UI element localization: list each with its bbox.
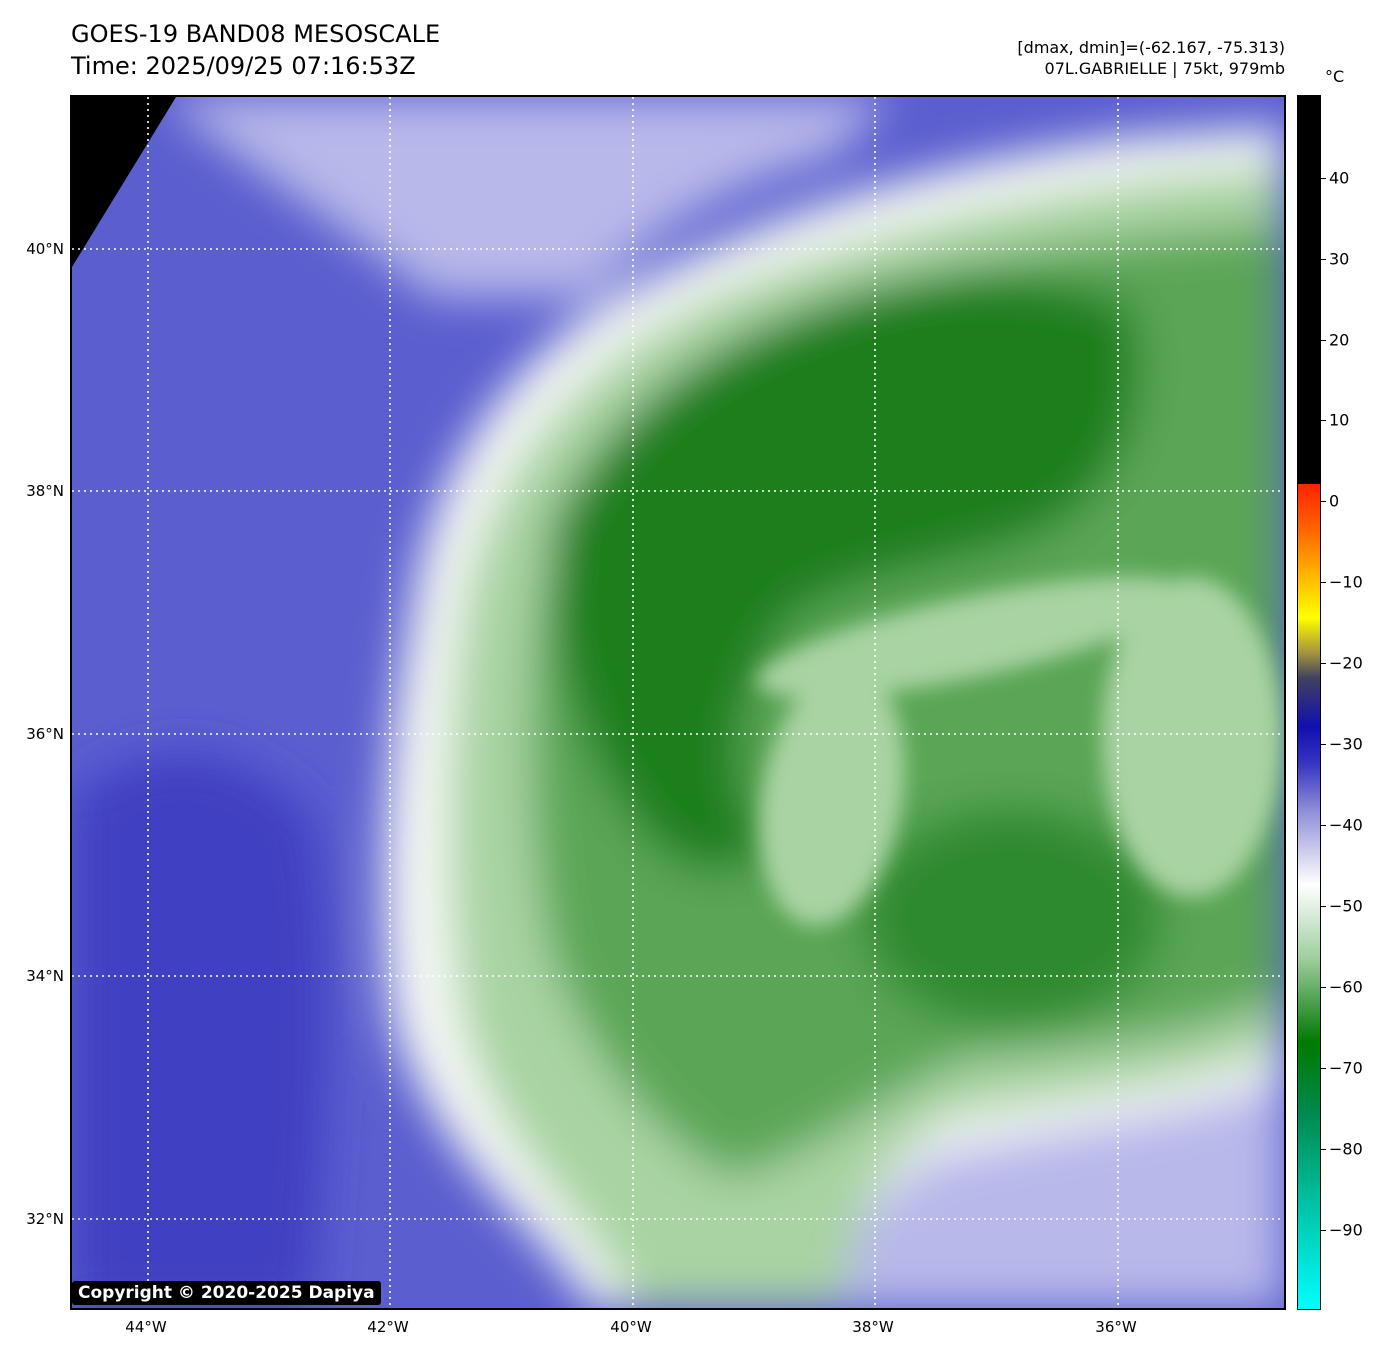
colorbar-tick-mark: [1321, 420, 1326, 421]
colorbar-tick-mark: [1321, 906, 1326, 907]
eastern-convective-core: [862, 807, 1162, 1027]
lon-label-42w: 42°W: [367, 1318, 409, 1336]
colorbar-tick-label: 0: [1329, 491, 1340, 511]
colorbar-tick-mark: [1321, 340, 1326, 341]
lon-label-44w: 44°W: [125, 1318, 167, 1336]
colorbar-tick-label: −10: [1329, 572, 1363, 592]
colorbar-tick-mark: [1321, 744, 1326, 745]
cirrus-streak: [1102, 577, 1282, 897]
colorbar-tick-label: −90: [1329, 1220, 1363, 1240]
cirrus-streak: [756, 576, 1188, 698]
colorbar-tick-label: −70: [1329, 1058, 1363, 1078]
colorbar-tick-mark: [1321, 825, 1326, 826]
lon-label-40w: 40°W: [610, 1318, 652, 1336]
satellite-image: [70, 95, 1286, 1310]
colorbar-tick-label: −50: [1329, 896, 1363, 916]
lat-label-38n: 38°N: [26, 482, 64, 500]
colorbar-tick-label: 30: [1329, 249, 1350, 269]
colorbar-tick-mark: [1321, 259, 1326, 260]
colorbar-tick-label: 10: [1329, 410, 1350, 430]
lat-label-40n: 40°N: [26, 240, 64, 258]
colorbar-tick-mark: [1321, 987, 1326, 988]
colorbar-tick-mark: [1321, 1149, 1326, 1150]
lat-label-34n: 34°N: [26, 967, 64, 985]
no-data-wedge: [72, 97, 176, 267]
observation-time: Time: 2025/09/25 07:16:53Z: [71, 52, 416, 80]
colorbar-tick-mark: [1321, 582, 1326, 583]
colorbar-tick-label: 40: [1329, 168, 1350, 188]
lat-label-32n: 32°N: [26, 1210, 64, 1228]
lat-lon-grid: [72, 97, 1284, 1308]
colorbar-tick-label: −30: [1329, 734, 1363, 754]
lat-label-36n: 36°N: [26, 725, 64, 743]
dry-air-region: [72, 754, 327, 1308]
dmax-dmin-readout: [dmax, dmin]=(-62.167, -75.313): [1017, 38, 1285, 57]
cirrus-streak: [759, 668, 905, 926]
ir-imagery: [72, 97, 1284, 1308]
storm-info: 07L.GABRIELLE | 75kt, 979mb: [1044, 59, 1285, 78]
temperature-colorbar: [1297, 95, 1321, 1310]
colorbar-tick-mark: [1321, 1230, 1326, 1231]
colorbar-unit: °C: [1325, 67, 1345, 86]
colorbar-tick-label: −40: [1329, 815, 1363, 835]
colorbar-tick-label: −60: [1329, 977, 1363, 997]
lon-label-36w: 36°W: [1095, 1318, 1137, 1336]
coldest-cloud-tops: [550, 276, 1140, 871]
colorbar-tick-label: −80: [1329, 1139, 1363, 1159]
colorbar-tick-mark: [1321, 1068, 1326, 1069]
product-title: GOES-19 BAND08 MESOSCALE: [71, 20, 441, 48]
colorbar-tick-mark: [1321, 501, 1326, 502]
lon-label-38w: 38°W: [852, 1318, 894, 1336]
colorbar-tick-label: −20: [1329, 653, 1363, 673]
colorbar-tick-mark: [1321, 663, 1326, 664]
colorbar-tick-label: 20: [1329, 330, 1350, 350]
copyright-badge: Copyright © 2020-2025 Dapiya: [72, 1281, 381, 1305]
colorbar-tick-mark: [1321, 178, 1326, 179]
upper-lavender-region: [162, 97, 892, 297]
